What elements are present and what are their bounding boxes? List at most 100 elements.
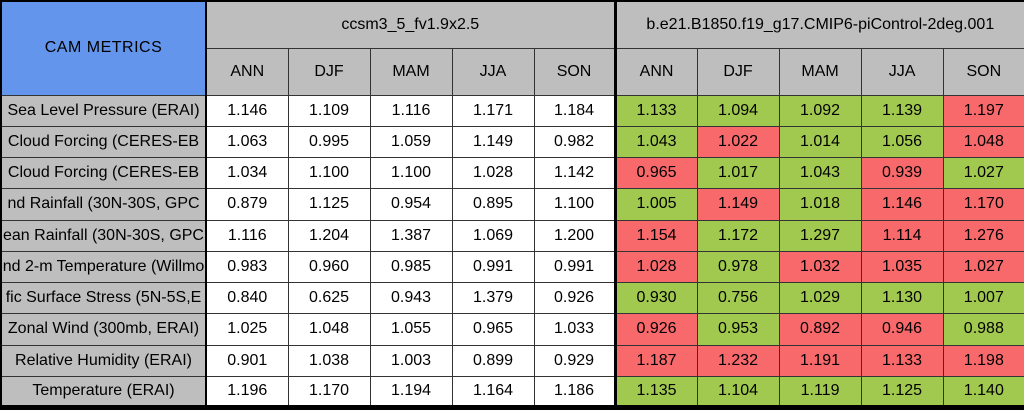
metric-value-cell: 1.100 bbox=[369, 156, 453, 190]
metric-value-cell: 1.276 bbox=[942, 219, 1024, 252]
season-header-row: ANN DJF MAM JJA SON ANN DJF MAM JJA SON bbox=[1, 47, 1024, 96]
metric-value-cell: 1.100 bbox=[287, 156, 371, 190]
metric-value-cell: 1.170 bbox=[287, 375, 371, 409]
row-label-cell: Cloud Forcing (CERES-EB bbox=[0, 156, 207, 190]
metric-value-cell: 1.135 bbox=[613, 375, 698, 409]
metric-value-cell: 0.965 bbox=[451, 313, 535, 346]
metric-value-cell: 1.232 bbox=[696, 344, 780, 377]
table-row: fic Surface Stress (5N-5S,E 0.840 0.625 0.9… bbox=[0, 281, 1024, 315]
model-header-row: CAM METRICS ccsm3_5_fv1.9x2.5 b.e21.B185… bbox=[0, 0, 1024, 96]
metric-value-cell: 0.929 bbox=[533, 344, 616, 377]
metric-value-cell: 1.149 bbox=[451, 125, 535, 159]
metric-value-cell: 1.116 bbox=[369, 94, 453, 127]
metric-value-cell: 0.899 bbox=[451, 344, 535, 377]
metric-value-cell: 1.104 bbox=[696, 375, 780, 409]
metric-value-cell: 1.187 bbox=[613, 344, 698, 377]
metric-value-cell: 1.048 bbox=[942, 125, 1024, 159]
metric-value-cell: 1.171 bbox=[451, 94, 535, 127]
row-label-cell: Relative Humidity (ERAI) bbox=[0, 344, 207, 377]
metric-value-cell: 1.035 bbox=[860, 250, 944, 284]
metric-value-cell: 1.063 bbox=[205, 125, 289, 159]
metric-value-cell: 1.003 bbox=[369, 344, 453, 377]
metric-value-cell: 1.130 bbox=[860, 281, 944, 315]
metric-value-cell: 0.991 bbox=[451, 250, 535, 284]
metric-value-cell: 0.983 bbox=[205, 250, 289, 284]
metric-value-cell: 1.387 bbox=[369, 219, 453, 252]
row-label-cell: nd 2-m Temperature (Willmo bbox=[0, 250, 207, 284]
metric-value-cell: 1.017 bbox=[696, 156, 780, 190]
season-header-jja: JJA bbox=[860, 47, 944, 96]
metric-value-cell: 1.022 bbox=[696, 125, 780, 159]
season-header-jja: JJA bbox=[451, 47, 535, 96]
table-row: Zonal Wind (300mb, ERAI) 1.025 1.048 1.055 0… bbox=[0, 313, 1024, 346]
table-row: Cloud Forcing (CERES-EB 1.034 1.100 1.100 1.… bbox=[0, 156, 1024, 190]
metric-value-cell: 1.033 bbox=[533, 313, 616, 346]
table-row: nd Rainfall (30N-30S, GPC 0.879 1.125 0.954… bbox=[0, 188, 1024, 221]
metric-value-cell: 0.892 bbox=[778, 313, 862, 346]
metric-value-cell: 0.756 bbox=[696, 281, 780, 315]
table-row: ean Rainfall (30N-30S, GPC 1.116 1.204 1.38… bbox=[0, 219, 1024, 252]
metric-value-cell: 1.379 bbox=[451, 281, 535, 315]
metric-value-cell: 1.025 bbox=[205, 313, 289, 346]
metric-value-cell: 1.028 bbox=[451, 156, 535, 190]
metric-value-cell: 1.191 bbox=[778, 344, 862, 377]
metric-value-cell: 0.995 bbox=[287, 125, 371, 159]
metric-value-cell: 1.007 bbox=[942, 281, 1024, 315]
metric-value-cell: 1.140 bbox=[942, 375, 1024, 409]
metric-value-cell: 0.982 bbox=[533, 125, 616, 159]
table-body: Sea Level Pressure (ERAI) 1.146 1.109 1.116… bbox=[0, 94, 1024, 409]
metric-value-cell: 1.200 bbox=[533, 219, 616, 252]
metric-value-cell: 1.133 bbox=[860, 344, 944, 377]
metric-value-cell: 1.043 bbox=[778, 156, 862, 190]
model2-name-header: b.e21.B1850.f19_g17.CMIP6-piControl-2deg… bbox=[613, 0, 1024, 49]
metric-value-cell: 1.194 bbox=[369, 375, 453, 409]
metric-value-cell: 0.943 bbox=[369, 281, 453, 315]
table-row: nd 2-m Temperature (Willmo 0.983 0.960 0.98… bbox=[0, 250, 1024, 284]
metric-value-cell: 0.960 bbox=[287, 250, 371, 284]
metric-value-cell: 1.146 bbox=[860, 188, 944, 221]
metric-value-cell: 1.154 bbox=[613, 219, 698, 252]
row-label-cell: fic Surface Stress (5N-5S,E bbox=[0, 281, 207, 315]
row-label-cell: nd Rainfall (30N-30S, GPC bbox=[0, 188, 207, 221]
metric-value-cell: 1.048 bbox=[287, 313, 371, 346]
metric-value-cell: 1.164 bbox=[451, 375, 535, 409]
metric-value-cell: 1.119 bbox=[778, 375, 862, 409]
metric-value-cell: 1.125 bbox=[860, 375, 944, 409]
metric-value-cell: 1.114 bbox=[860, 219, 944, 252]
metric-value-cell: 0.926 bbox=[533, 281, 616, 315]
metric-value-cell: 1.172 bbox=[696, 219, 780, 252]
metric-value-cell: 0.939 bbox=[860, 156, 944, 190]
season-header-ann: ANN bbox=[613, 47, 698, 96]
metric-value-cell: 1.139 bbox=[860, 94, 944, 127]
metric-value-cell: 1.094 bbox=[696, 94, 780, 127]
season-header-mam: MAM bbox=[369, 47, 453, 96]
metric-value-cell: 1.204 bbox=[287, 219, 371, 252]
metric-value-cell: 0.953 bbox=[696, 313, 780, 346]
metric-value-cell: 0.965 bbox=[613, 156, 698, 190]
row-label-cell: Sea Level Pressure (ERAI) bbox=[0, 94, 207, 127]
table-row: Cloud Forcing (CERES-EB 1.063 0.995 1.059 1.… bbox=[0, 125, 1024, 159]
metric-value-cell: 1.056 bbox=[860, 125, 944, 159]
row-label-cell: Temperature (ERAI) bbox=[0, 375, 207, 409]
metric-value-cell: 0.988 bbox=[942, 313, 1024, 346]
metric-value-cell: 0.930 bbox=[613, 281, 698, 315]
row-label-cell: Cloud Forcing (CERES-EB bbox=[0, 125, 207, 159]
metric-value-cell: 1.170 bbox=[942, 188, 1024, 221]
metric-value-cell: 1.100 bbox=[533, 188, 616, 221]
season-header-ann: ANN bbox=[205, 47, 289, 96]
metric-value-cell: 1.018 bbox=[778, 188, 862, 221]
table-row: Sea Level Pressure (ERAI) 1.146 1.109 1.116… bbox=[0, 94, 1024, 127]
metric-value-cell: 0.901 bbox=[205, 344, 289, 377]
metric-value-cell: 1.116 bbox=[205, 219, 289, 252]
metric-value-cell: 0.879 bbox=[205, 188, 289, 221]
metric-value-cell: 1.059 bbox=[369, 125, 453, 159]
metric-value-cell: 1.069 bbox=[451, 219, 535, 252]
season-header-djf: DJF bbox=[287, 47, 371, 96]
metric-value-cell: 1.038 bbox=[287, 344, 371, 377]
metric-value-cell: 1.005 bbox=[613, 188, 698, 221]
metric-value-cell: 0.926 bbox=[613, 313, 698, 346]
page-title: CAM METRICS bbox=[0, 0, 207, 96]
metric-value-cell: 1.186 bbox=[533, 375, 616, 409]
metric-value-cell: 1.027 bbox=[942, 156, 1024, 190]
metric-value-cell: 0.985 bbox=[369, 250, 453, 284]
